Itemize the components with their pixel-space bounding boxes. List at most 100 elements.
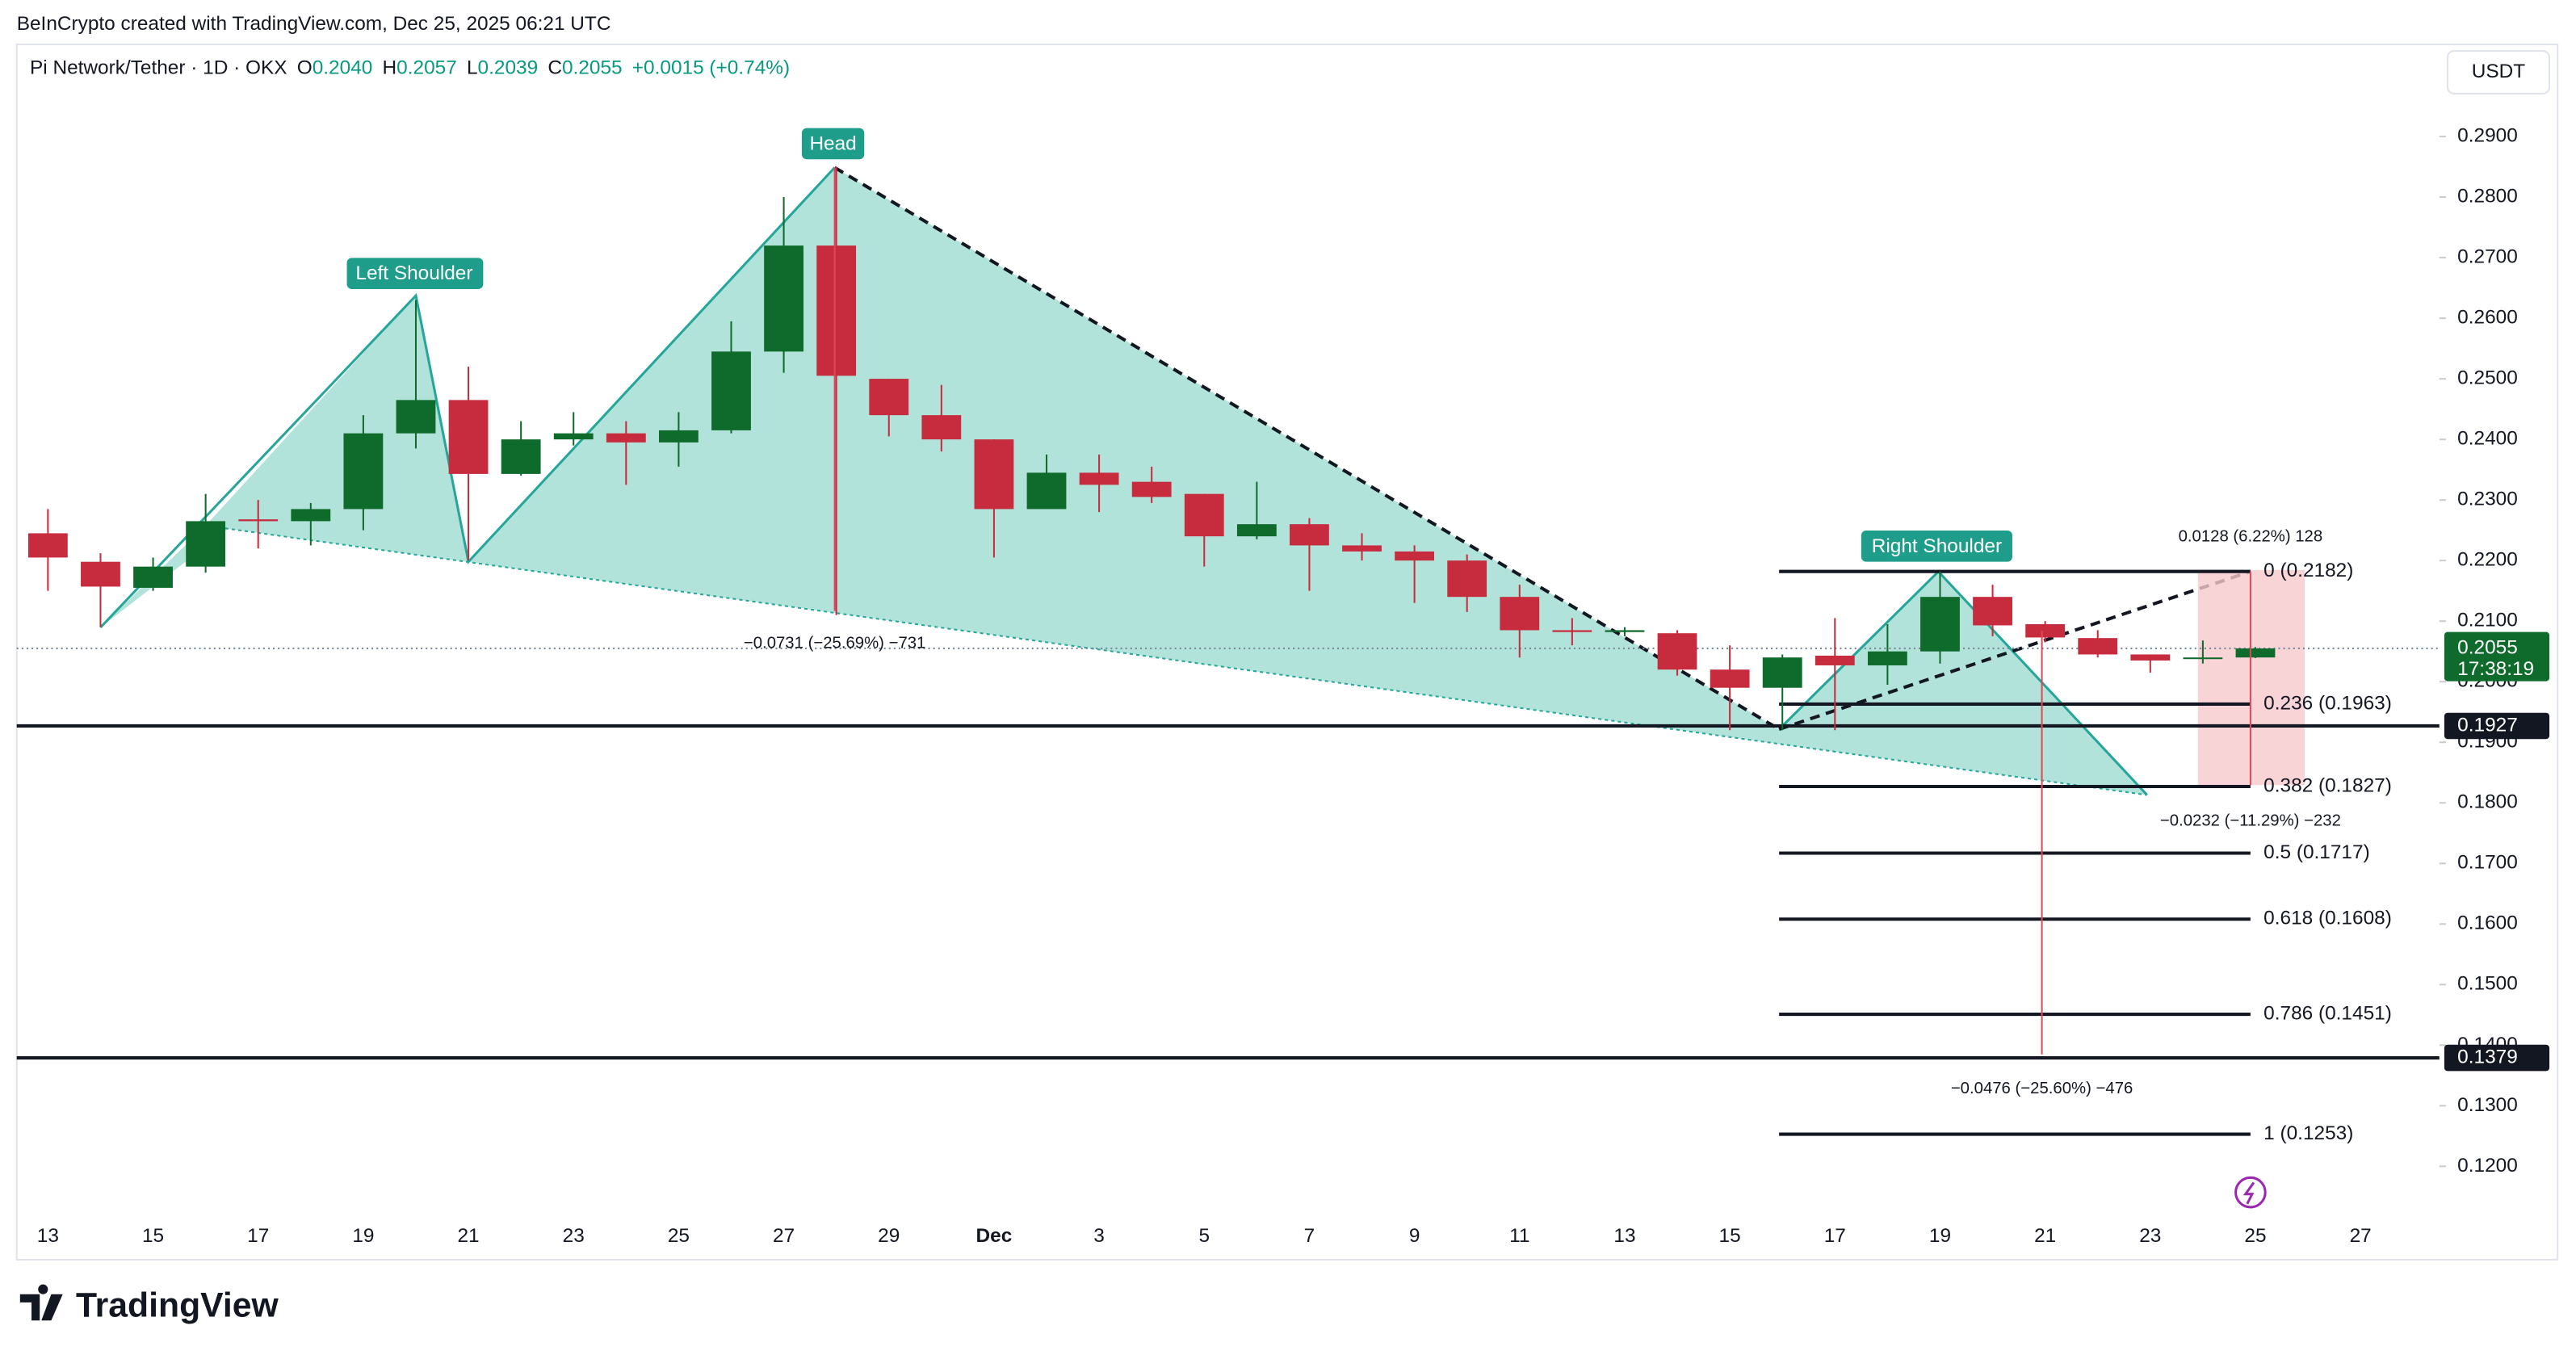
x-tick-label: 15 [142,1225,164,1247]
pattern-label: Left Shoulder [355,262,472,284]
x-tick-label: 27 [773,1225,795,1247]
candle-body [1447,560,1487,598]
candle-body [1867,651,1907,665]
y-tick-label: 0.2400 [2457,428,2518,450]
pattern-line [99,166,836,629]
event-icon[interactable] [2234,1176,2267,1209]
candle-body [659,430,699,443]
candle-body [1079,472,1119,485]
candle-body [711,351,751,430]
candle-body [1184,493,1224,537]
candle-body [869,379,909,416]
candle-body [974,439,1014,510]
pattern-fill [205,167,2147,795]
y-tick-label: 0.1700 [2457,852,2518,874]
candle-body [81,561,120,587]
candle-body [1290,524,1329,546]
x-tick-label: 3 [1093,1225,1105,1247]
candle-body [816,245,857,376]
ohlc-value: 0.2040 [313,57,373,79]
candle-body [291,509,331,522]
x-tick-label: 17 [247,1225,269,1247]
measurement: −0.0731 (−25.69%) −731 [744,635,926,652]
currency-button[interactable] [2446,50,2551,94]
symbol-info: Pi Network/Tether · 1D · OKX O0.2040 H0.20… [30,57,790,79]
x-tick-label: 5 [1198,1225,1210,1247]
currency[interactable]: USDT [2472,61,2525,82]
fib-label: 0.618 (0.1608) [2263,908,2392,929]
x-tick-label: 13 [37,1225,59,1247]
y-tick-label: 0.2300 [2457,489,2518,510]
x-tick-label: 15 [1719,1225,1741,1247]
x-tick-label: 21 [457,1225,479,1247]
current-price-label: 0.2055 [2457,636,2518,658]
candle-body [764,245,803,352]
credit: BeInCrypto created with TradingView.com,… [17,13,611,35]
candle-body [2235,648,2276,658]
x-tick-label: 21 [2034,1225,2056,1247]
logo-mark [19,1284,63,1321]
countdown: 17:38:19 [2457,658,2534,680]
x-tick-label: 29 [878,1225,900,1247]
pattern-label-box [801,128,865,160]
measurement: 0.0128 (6.22%) 128 [2179,527,2323,545]
y-tick-label: 0.2200 [2457,549,2518,571]
x-tick-label: 11 [1509,1225,1529,1247]
candle-body [1500,597,1540,631]
ohlc-value: 0.2055 [562,57,623,79]
x-tick-label: 23 [2139,1225,2161,1247]
x-tick-label: 19 [352,1225,374,1247]
y-tick-label: 0.2700 [2457,246,2518,268]
price-label-box [2444,712,2550,740]
x-tick-label: 25 [2244,1225,2266,1247]
trend-line [833,166,1781,731]
price-label-box [2444,1044,2550,1072]
candle-body [448,400,489,474]
y-tick-label: 0.1800 [2457,791,2518,813]
fib-label: 0 (0.2182) [2263,560,2353,581]
ohlc-key: H [383,57,397,79]
candle-body [501,439,541,474]
candle-body [1762,657,1802,688]
pattern-label-box [346,258,484,289]
candle-body [1657,633,1697,670]
pattern-label-box [1861,530,2012,562]
y-tick-label: 0.1300 [2457,1094,2518,1116]
ohlc-key: O [297,57,313,79]
candle-body [553,433,594,440]
current-price-box [2444,631,2550,682]
candle-body [1026,472,1067,510]
pattern-label: Right Shoulder [1872,535,2002,557]
fib-label: 0.786 (0.1451) [2263,1003,2392,1025]
logo [19,1284,63,1321]
candle-body [133,566,173,588]
y-tick-label: 0.1600 [2457,912,2518,934]
y-tick-label: 0.1200 [2457,1155,2518,1177]
candle-body [1395,551,1435,561]
candle-body [921,415,962,440]
candle-body [1342,545,1382,552]
x-tick-label: 9 [1409,1225,1420,1247]
x-tick-label: 19 [1929,1225,1951,1247]
logo-text: TradingView [76,1286,279,1324]
candle-body [2130,654,2171,661]
event-icon-bolt [2242,1181,2255,1205]
measurement: −0.0232 (−11.29%) −232 [2160,812,2341,829]
ohlc-key: C [548,57,562,79]
price-label: 0.1379 [2457,1047,2518,1068]
candle-body [238,519,279,522]
x-tick-label: Dec [976,1225,1013,1247]
candle-body [396,400,436,434]
y-tick-label: 0.2500 [2457,367,2518,389]
fib-label: 1 (0.1253) [2263,1122,2353,1144]
candle-body [1920,597,1960,652]
candle-body [1131,481,1172,497]
candle-body [2025,623,2066,638]
ohlc-value: 0.2039 [478,57,539,79]
x-tick-label: 25 [668,1225,690,1247]
candle-body [186,521,226,567]
fib-label: 0.5 (0.1717) [2263,841,2370,863]
